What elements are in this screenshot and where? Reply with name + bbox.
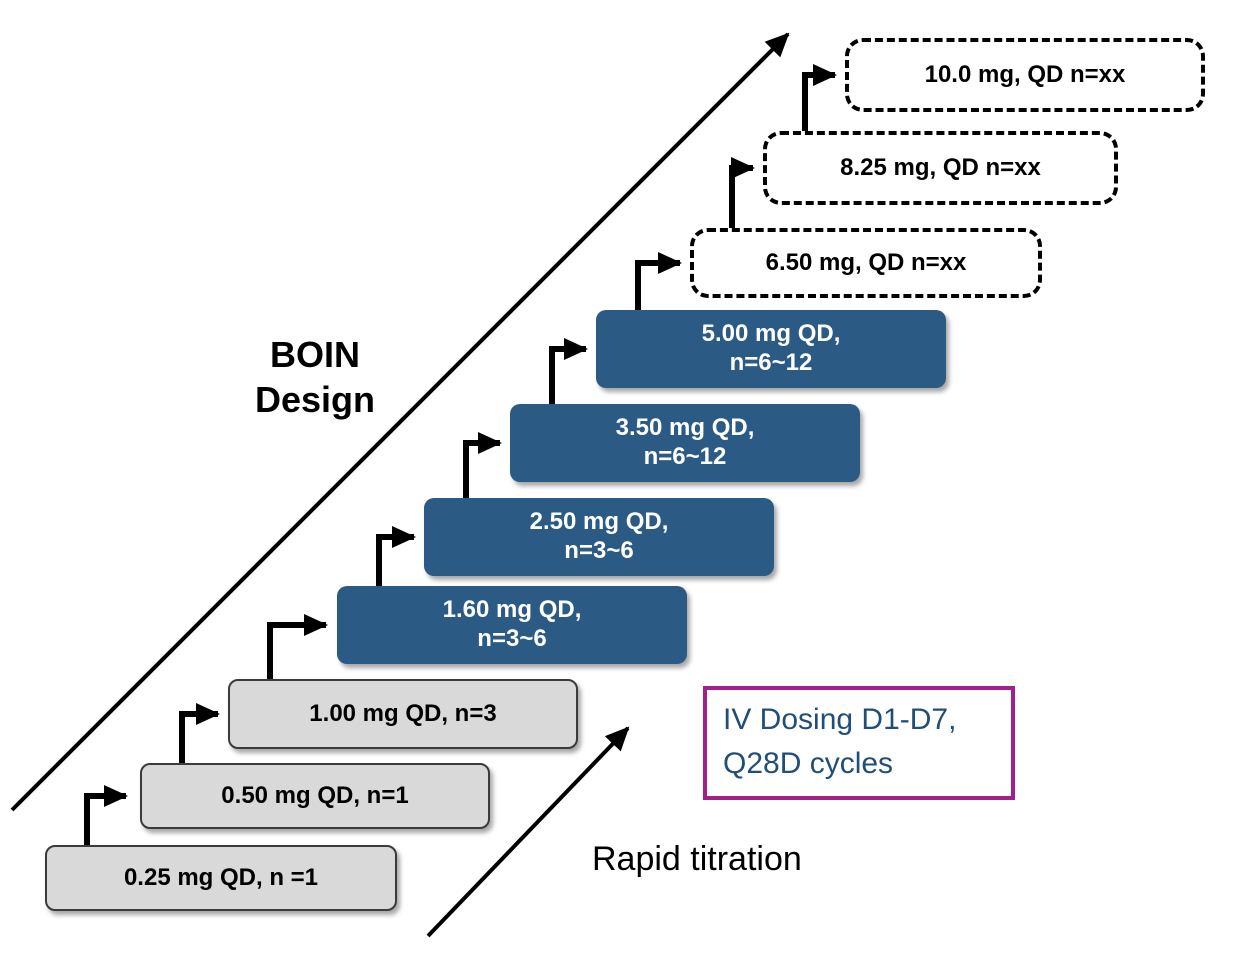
step-connector-arrow [463,432,502,501]
dose-box-1-00mg: 1.00 mg QD, n=3 [228,679,578,749]
boin-design-label-line1: BOIN [270,334,360,375]
step-connector-arrow [802,64,837,134]
iv-dosing-note: IV Dosing D1-D7, Q28D cycles [703,686,1015,800]
dose-box-label: 8.25 mg, QD n=xx [840,153,1041,181]
dose-box-label-line2: n=6~12 [643,443,727,470]
dose-box-2-50mg: 2.50 mg QD, n=3~6 [424,498,774,576]
dose-box-label-line2: n=6~12 [729,349,813,376]
iv-dosing-note-line2: Q28D cycles [723,746,894,780]
dose-box-label-line2: n=3~6 [564,537,634,564]
step-connector-arrow [729,157,755,231]
iv-dosing-note-line1: IV Dosing D1-D7, [723,703,957,736]
dose-box-5-00mg: 5.00 mg QD, n=6~12 [596,310,946,388]
dose-box-label-line1: 1.60 mg QD, [442,596,582,624]
dose-box-label: 0.25 mg QD, n =1 [123,863,319,891]
dose-box-label: 6.50 mg, QD n=xx [765,248,967,276]
dose-box-label: 1.00 mg QD, n=3 [309,699,497,727]
dose-box-label-line2: n=3~6 [477,625,547,652]
step-connector-arrow [84,785,128,848]
dose-box-label-line1: 3.50 mg QD, [615,414,755,442]
step-connector-arrow [549,338,588,407]
step-connector-arrow [179,703,220,766]
dose-box-8-25mg: 8.25 mg, QD n=xx [763,131,1118,205]
dose-box-10-0mg: 10.0 mg, QD n=xx [845,38,1205,112]
dose-box-1-60mg: 1.60 mg QD, n=3~6 [337,586,687,664]
boin-design-label: BOIN Design [180,332,450,422]
dose-box-label: 10.0 mg, QD n=xx [924,60,1126,88]
dose-box-3-50mg: 3.50 mg QD, n=6~12 [510,404,860,482]
dose-box-6-50mg: 6.50 mg, QD n=xx [690,228,1042,298]
escalation-arrow [10,32,790,812]
dose-box-label-line1: 2.50 mg QD, [529,508,669,536]
boin-design-label-line2: Design [254,379,376,420]
dose-box-0-50mg: 0.50 mg QD, n=1 [140,763,490,829]
step-connector-arrow [267,614,328,682]
step-connector-arrow [376,526,416,589]
dose-box-label: 0.50 mg QD, n=1 [221,781,409,809]
dose-box-label-line1: 5.00 mg QD, [701,320,841,348]
step-connector-arrow [635,252,682,313]
rapid-titration-arrow [426,726,630,938]
dose-box-0-25mg: 0.25 mg QD, n =1 [45,845,397,911]
rapid-titration-label: Rapid titration [592,840,802,878]
